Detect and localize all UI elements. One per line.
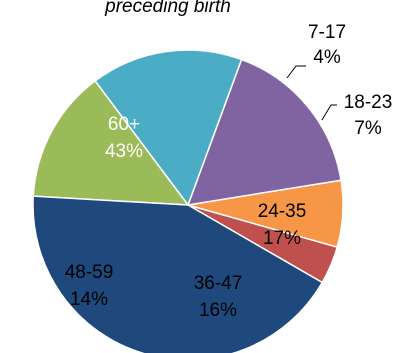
pie-slice-36-47: [94, 49, 243, 207]
slice-category-label: 24-35: [258, 201, 307, 222]
leader-line: [286, 65, 306, 79]
slice-labels: 7-17 4% 18-23 7% 24-35 17% 36-47 16% 48-59 14% 60+…: [65, 22, 393, 321]
slice-category-label: 48-59: [65, 262, 114, 283]
slice-percent-label: 14%: [70, 289, 108, 310]
pie-slices: [32, 49, 344, 353]
pie-slice-60plus: [32, 195, 324, 353]
slice-percent-label: 7%: [354, 118, 382, 139]
slice-percent-label: 16%: [199, 300, 237, 321]
leader-lines: [286, 65, 337, 121]
slice-percent-label: 43%: [105, 141, 143, 162]
pie-slice-24-35: [186, 58, 342, 206]
pie-slice-48-59: [32, 79, 190, 206]
slice-percent-label: 17%: [263, 228, 301, 249]
slice-category-label: 18-23: [344, 92, 393, 113]
leader-line: [321, 104, 337, 121]
slice-category-label: 60+: [108, 114, 140, 135]
slice-category-label: 36-47: [194, 273, 243, 294]
slice-percent-label: 4%: [313, 47, 341, 68]
chart-title: preceding birth: [104, 0, 231, 17]
slice-category-label: 7-17: [308, 22, 346, 43]
